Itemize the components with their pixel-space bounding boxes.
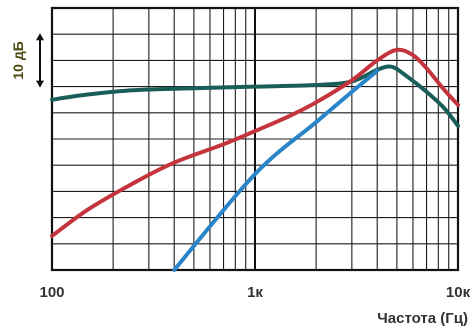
- grid: [50, 6, 460, 272]
- x-tick-labels: 100 1к 10к: [39, 284, 470, 301]
- x-tick-label: 10к: [446, 284, 471, 301]
- x-tick-label: 100: [39, 284, 64, 301]
- plot-frame: [50, 6, 460, 272]
- scale-bar-arrow-bottom: [36, 80, 44, 88]
- series-lines: [50, 47, 460, 272]
- x-axis-label: Частота (Гц): [377, 310, 468, 327]
- scale-bar-arrow-top: [36, 33, 44, 41]
- series-line-3: [172, 68, 380, 272]
- series-line-2: [50, 47, 460, 238]
- scale-bar-label: 10 дБ: [10, 41, 26, 79]
- scale-bar: 10 дБ: [10, 33, 44, 88]
- x-tick-label: 1к: [247, 284, 263, 301]
